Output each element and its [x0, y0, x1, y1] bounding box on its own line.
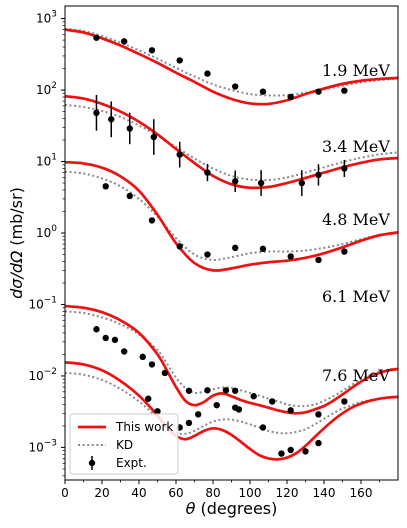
x-tick-label: 60 — [168, 486, 183, 500]
energy-label-61: 6.1 MeV — [322, 287, 390, 306]
expt-point — [278, 450, 285, 457]
expt-point — [108, 116, 115, 123]
y-axis-title: dσ/dΩ (mb/sr) — [7, 187, 26, 299]
expt-point — [126, 125, 133, 132]
expt-point — [341, 87, 348, 94]
expt-point — [269, 398, 276, 405]
expt-point — [204, 251, 211, 258]
expt-point — [185, 419, 193, 427]
y-tick-label: 10−2 — [28, 367, 57, 383]
legend-kd-label: KD — [116, 438, 133, 452]
expt-point — [341, 165, 348, 172]
expt-point — [93, 34, 100, 41]
expt-point — [111, 336, 119, 344]
expt-point — [150, 133, 157, 141]
legend-expt-label: Expt. — [116, 456, 147, 470]
y-tick-label: 10−1 — [28, 295, 57, 311]
expt-point — [176, 243, 183, 250]
points-layer — [93, 34, 348, 457]
expt-point — [232, 244, 239, 252]
expt-point — [315, 88, 322, 95]
expt-point — [148, 217, 156, 224]
energy-label-48: 4.8 MeV — [322, 210, 390, 229]
expt-point — [204, 70, 211, 77]
expt-point — [102, 334, 109, 342]
expt-point — [213, 401, 220, 409]
kd-curve-19 — [65, 27, 398, 97]
expt-point — [93, 326, 100, 333]
expt-point — [287, 93, 294, 101]
expt-point — [148, 47, 156, 54]
expt-point — [315, 439, 322, 447]
expt-point — [145, 395, 152, 402]
axes-layer: 0 20 40 60 80 100 120 140 160 10−3 10−2 10−1 100 101 1… — [7, 5, 399, 518]
x-tick-label: 80 — [205, 486, 220, 500]
expt-point — [204, 387, 211, 394]
expt-point — [250, 393, 257, 400]
y-tick-label: 103 — [36, 10, 57, 26]
energy-labels: 1.9 MeV 3.4 MeV 4.8 MeV 6.1 MeV 7.6 MeV — [322, 61, 390, 385]
expt-point — [341, 248, 348, 255]
kd-curve-34 — [65, 103, 398, 182]
expt-point — [232, 387, 239, 394]
expt-point — [139, 353, 146, 361]
expt-point — [93, 109, 100, 117]
x-tick-label: 20 — [94, 486, 109, 500]
expt-point — [232, 178, 239, 185]
x-tick-label: 160 — [350, 486, 373, 500]
expt-point — [232, 83, 239, 90]
expt-point — [121, 38, 128, 45]
expt-point — [341, 398, 348, 405]
x-tick-label: 120 — [276, 486, 299, 500]
expt-point — [259, 245, 267, 253]
expt-point — [259, 88, 267, 95]
this-work-curve-19 — [65, 28, 398, 106]
expt-point — [195, 411, 202, 418]
x-tick-label: 0 — [61, 486, 69, 500]
legend-box — [69, 413, 179, 475]
y-tick-label: 101 — [36, 153, 57, 169]
expt-point — [161, 369, 169, 377]
expt-point — [121, 348, 128, 355]
expt-point — [185, 387, 193, 394]
y-tick-label: 100 — [36, 224, 57, 240]
expt-point — [287, 253, 294, 260]
expt-point — [298, 179, 305, 187]
expt-point — [126, 192, 133, 200]
x-tick-label: 40 — [131, 486, 146, 500]
legend: This work KD Expt. — [69, 413, 179, 475]
energy-label-76: 7.6 MeV — [322, 366, 390, 385]
expt-point — [315, 171, 322, 179]
expt-point — [222, 387, 230, 394]
this-work-curve-48 — [65, 160, 398, 272]
x-tick-label: 100 — [239, 486, 262, 500]
y-tick-label: 102 — [36, 81, 57, 97]
expt-point — [315, 411, 322, 418]
kd-curve-48 — [65, 170, 398, 261]
expt-point — [259, 424, 267, 431]
expt-point — [287, 446, 294, 454]
x-tick-label: 140 — [313, 486, 336, 500]
curves-layer — [65, 27, 398, 461]
x-axis-title: θ (degrees) — [186, 499, 278, 518]
expt-point — [287, 407, 294, 414]
expt-point — [204, 169, 211, 176]
energy-label-34: 3.4 MeV — [322, 137, 390, 156]
legend-this-work-label: This work — [115, 420, 173, 434]
expt-point — [154, 408, 161, 415]
energy-label-19: 1.9 MeV — [322, 61, 390, 80]
expt-point — [235, 406, 243, 413]
expt-point — [302, 448, 309, 455]
this-work-curve-61 — [65, 304, 398, 415]
expt-point — [176, 57, 183, 64]
y-tick-label: 10−3 — [28, 438, 57, 454]
expt-point — [148, 361, 156, 368]
expt-point — [176, 151, 183, 158]
expt-point — [315, 256, 322, 264]
expt-point — [102, 183, 109, 190]
legend-expt-swatch — [88, 459, 96, 467]
expt-point — [257, 179, 265, 187]
